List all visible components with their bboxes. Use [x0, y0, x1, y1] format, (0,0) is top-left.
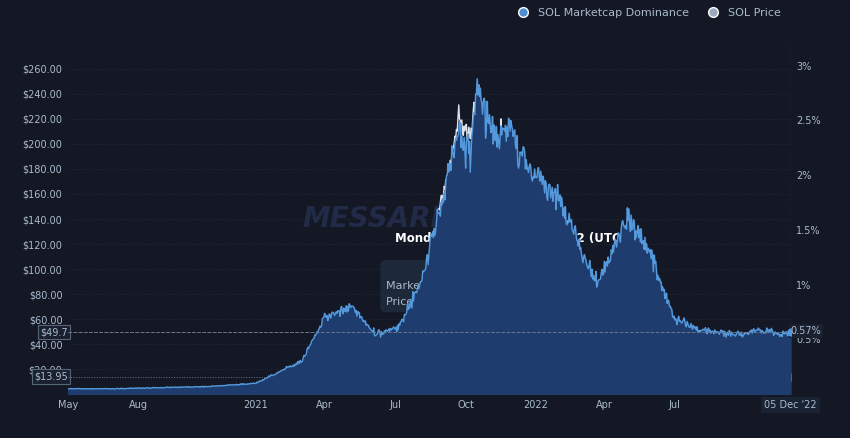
Text: Monday, December 5th 2022 (UTC): Monday, December 5th 2022 (UTC): [394, 232, 626, 245]
Text: 0.57%: 0.57%: [790, 326, 821, 336]
Text: $13.95: $13.95: [34, 372, 68, 382]
Text: MESSARI: MESSARI: [302, 205, 441, 233]
Text: Marketcap Dominance: 0.57%
Price: $13.95: Marketcap Dominance: 0.57% Price: $13.95: [386, 265, 554, 307]
Legend: SOL Marketcap Dominance, SOL Price: SOL Marketcap Dominance, SOL Price: [507, 4, 785, 23]
Text: $49.7: $49.7: [40, 327, 68, 337]
